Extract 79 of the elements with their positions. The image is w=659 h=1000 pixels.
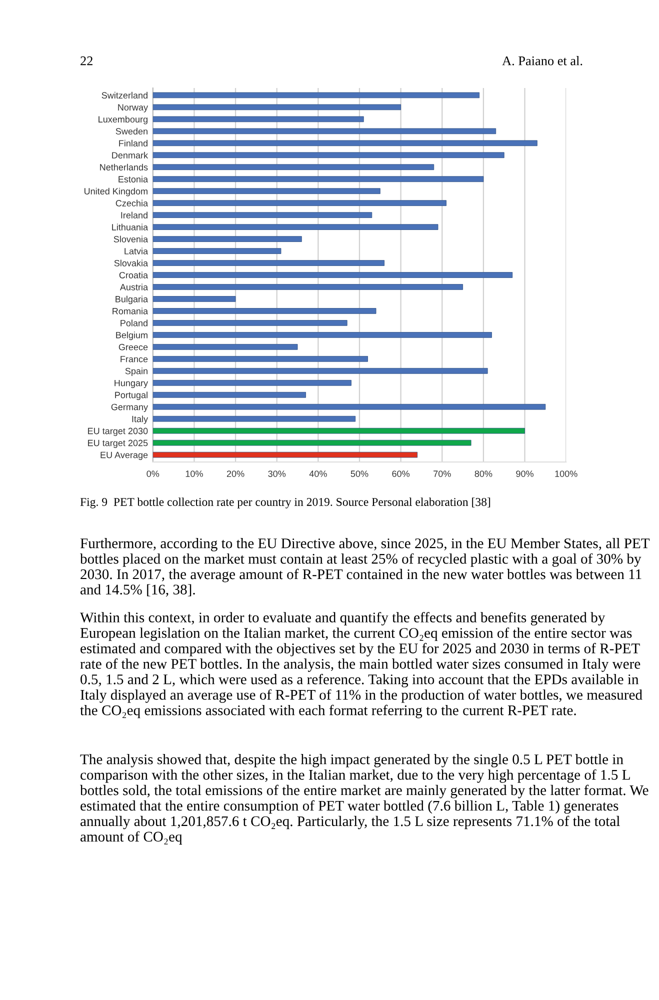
bar (152, 404, 546, 410)
y-tick-label: Spain (125, 368, 148, 376)
bar (152, 152, 504, 158)
y-tick-label: Bulgaria (116, 296, 148, 304)
bar (152, 260, 384, 266)
y-tick-label: Luxembourg (98, 116, 148, 124)
x-tick-label: 10% (186, 470, 203, 477)
bar (152, 344, 298, 350)
y-tick-label: EU target 2030 (88, 428, 148, 436)
text: A. Paiano et al. (502, 56, 582, 66)
bar (152, 332, 492, 338)
bar (152, 104, 402, 110)
caption: Fig. 9 PET bottle collection rate per country in 2019. Source Personal elaboration [38] (80, 498, 490, 508)
bar (152, 224, 438, 230)
bar (152, 452, 418, 458)
y-tick-label: Estonia (118, 176, 148, 182)
bar (152, 188, 380, 194)
bar (152, 320, 348, 326)
y-tick-label: Belgium (116, 332, 148, 340)
bar (152, 392, 306, 398)
bar (152, 164, 434, 170)
bar (152, 212, 372, 218)
y-tick-label: Poland (120, 320, 148, 326)
y-tick-label: Germany (111, 404, 148, 412)
y-tick-label: United Kingdom (84, 188, 148, 196)
x-tick-label: 60% (392, 470, 410, 477)
bar (152, 128, 496, 134)
bar (152, 116, 364, 122)
bar (152, 176, 484, 182)
y-tick-label: EU target 2025 (88, 440, 148, 448)
bar (152, 200, 446, 206)
y-tick-label: Italy (132, 416, 148, 424)
bar (152, 92, 480, 98)
x-tick-label: 100% (555, 470, 578, 477)
bar (152, 236, 302, 242)
x-tick-label: 0% (146, 470, 160, 477)
x-tick-label: 40% (309, 470, 327, 477)
x-tick-label: 20% (226, 470, 244, 477)
y-tick-label: France (120, 356, 148, 362)
y-tick-label: Greece (118, 344, 148, 350)
bar (152, 248, 282, 254)
bar (152, 308, 376, 314)
text: The analysis showed that, despite the high impact generated by the single 0.5 L PET bottle in comparison with the other sizes, in the Italian market, due to the very high percentage of 1.5 L bottles sold, the total emissions of the entire market are mainly generated by the latter format. We estimated that the entire consumption of PET water bottled (7.6 billion L, Table 1) generates annually about 1,201,857.6 t CO₂eq. Particularly, the 1.5 L size represents 71.1% of the total amount of CO₂eq (80, 754, 648, 845)
bar (152, 428, 525, 434)
y-tick-label: Slovakia (114, 260, 148, 266)
y-tick-label: Ireland (121, 212, 148, 218)
bar (152, 296, 236, 302)
x-tick-label: 90% (516, 470, 534, 477)
text: Within this context, in order to evaluate and quantify the effects and benefits generated by European legislation on the Italian market, the current CO₂eq emission of the entire sector was estimated and compared with the objectives set by the EU for 2025 and 2030 in terms of R-PET rate of the new PET bottles. In the analysis, the main bottled water sizes consumed in Italy were 0.5, 1.5 and 2 L, which were used as a reference. Taking into account that the EPDs available in Italy displayed an average use of R-PET of 11% in the production of water bottles, we measured the CO₂eq emissions associated with each format referring to the current R-PET rate. (80, 612, 642, 718)
bar (152, 140, 538, 146)
y-tick-label: Portugal (115, 392, 148, 400)
x-tick-label: 80% (474, 470, 492, 477)
y-tick-label: Denmark (112, 152, 148, 158)
x-tick-label: 70% (434, 470, 451, 477)
y-tick-label: Czechia (116, 200, 148, 206)
y-tick-label: Slovenia (114, 236, 148, 242)
y-tick-label: Finland (119, 140, 148, 146)
x-tick-label: 30% (268, 470, 286, 477)
bar (152, 284, 463, 290)
bar (152, 356, 368, 362)
y-tick-label: Austria (120, 284, 148, 290)
y-tick-label: Netherlands (100, 164, 148, 170)
y-tick-label: Hungary (114, 380, 148, 388)
y-tick-label: EU Average (100, 452, 148, 460)
y-tick-label: Latvia (124, 248, 148, 254)
text: Furthermore, according to the EU Directive above, since 2025, in the EU Member States, all PET bottles placed on the market must contain at least 25% of recycled plastic with a goal of 30% by 2030. In 2017, the average amount of R-PET contained in the new water bottles was between 11 and 14.5% [16, 38]. (80, 538, 650, 597)
bar (152, 368, 488, 374)
x-tick-label: 50% (350, 470, 368, 477)
y-tick-label: Sweden (116, 128, 148, 135)
y-tick-label: Norway (118, 104, 148, 112)
y-tick-label: Croatia (119, 272, 148, 278)
bar (152, 272, 513, 278)
bar (152, 416, 356, 422)
bar (152, 380, 352, 386)
bar (152, 440, 472, 446)
y-tick-label: Romania (112, 308, 148, 314)
y-tick-label: Switzerland (102, 92, 148, 99)
y-tick-label: Lithuania (112, 224, 148, 230)
text: 22 (80, 56, 92, 66)
